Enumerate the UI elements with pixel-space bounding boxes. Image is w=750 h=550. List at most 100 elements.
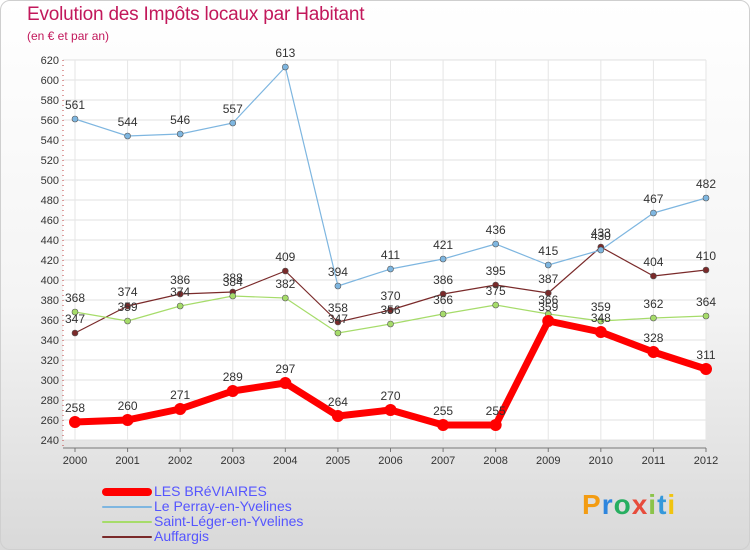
data-point bbox=[650, 314, 657, 322]
data-label: 387 bbox=[538, 272, 558, 286]
data-point bbox=[387, 320, 394, 328]
data-label: 415 bbox=[538, 244, 558, 258]
y-tick-label: 240 bbox=[41, 435, 59, 447]
data-point bbox=[439, 310, 447, 318]
x-tick-label: 2003 bbox=[221, 455, 245, 467]
data-label: 348 bbox=[591, 311, 611, 325]
data-label: 374 bbox=[170, 285, 190, 299]
data-label: 561 bbox=[65, 98, 85, 112]
data-point bbox=[334, 282, 342, 290]
data-point bbox=[384, 404, 397, 416]
chart-subtitle: (en € et par an) bbox=[27, 29, 110, 43]
data-label: 546 bbox=[170, 113, 190, 127]
y-tick-label: 460 bbox=[41, 215, 59, 227]
data-label: 264 bbox=[328, 395, 348, 409]
y-tick-label: 400 bbox=[41, 275, 59, 287]
data-label: 370 bbox=[380, 289, 400, 303]
data-point bbox=[594, 326, 607, 338]
data-label: 386 bbox=[433, 273, 453, 287]
data-point bbox=[174, 403, 187, 415]
legend-swatch bbox=[102, 488, 152, 496]
data-label: 557 bbox=[223, 102, 243, 116]
data-point bbox=[334, 329, 342, 337]
y-tick-label: 280 bbox=[41, 395, 59, 407]
data-point bbox=[702, 312, 710, 320]
logo-letter: t bbox=[657, 489, 668, 520]
data-point bbox=[71, 308, 79, 316]
data-point bbox=[279, 377, 292, 389]
data-label: 384 bbox=[223, 275, 243, 289]
legend-label: LES BRéVIAIRES bbox=[154, 483, 267, 499]
data-label: 311 bbox=[696, 348, 715, 362]
data-label: 260 bbox=[118, 399, 138, 413]
data-point bbox=[544, 261, 552, 269]
data-point bbox=[229, 119, 237, 127]
data-point bbox=[439, 290, 447, 298]
data-point bbox=[387, 265, 394, 273]
y-tick-label: 580 bbox=[41, 95, 59, 107]
legend-swatch bbox=[102, 536, 152, 538]
data-label: 395 bbox=[486, 264, 506, 278]
y-tick-label: 300 bbox=[41, 375, 59, 387]
x-tick-label: 2002 bbox=[168, 455, 192, 467]
data-label: 359 bbox=[591, 300, 611, 314]
data-point bbox=[437, 419, 450, 431]
logo-letter: x bbox=[631, 489, 649, 520]
data-label: 410 bbox=[696, 249, 716, 263]
y-tick-label: 620 bbox=[41, 55, 59, 67]
chart-title: Evolution des Impôts locaux par Habitant bbox=[27, 4, 365, 25]
x-tick-label: 2011 bbox=[642, 455, 666, 467]
data-point bbox=[124, 317, 131, 325]
y-tick-label: 440 bbox=[41, 235, 59, 247]
legend-swatch bbox=[102, 521, 152, 523]
data-point bbox=[331, 410, 344, 422]
data-point bbox=[492, 240, 499, 248]
data-label: 421 bbox=[433, 238, 453, 252]
data-point bbox=[542, 315, 555, 327]
data-point bbox=[647, 346, 660, 358]
y-tick-label: 500 bbox=[41, 175, 59, 187]
data-label: 359 bbox=[538, 300, 558, 314]
data-point bbox=[492, 281, 499, 289]
data-label: 358 bbox=[328, 301, 348, 315]
data-label: 366 bbox=[538, 293, 558, 307]
x-tick-label: 2008 bbox=[483, 455, 507, 467]
data-point bbox=[176, 302, 184, 310]
data-label: 271 bbox=[170, 388, 190, 402]
y-tick-label: 360 bbox=[41, 315, 59, 327]
data-point bbox=[597, 317, 605, 325]
data-label: 364 bbox=[696, 295, 716, 309]
y-tick-label: 260 bbox=[41, 415, 59, 427]
x-tick-label: 2012 bbox=[694, 455, 718, 467]
logo-letter: i bbox=[667, 489, 677, 520]
data-point bbox=[387, 306, 394, 314]
legend-label: Le Perray-en-Yvelines bbox=[154, 498, 292, 514]
x-tick-label: 2006 bbox=[378, 455, 402, 467]
legend-label: Auffargis bbox=[154, 528, 209, 544]
y-tick-label: 420 bbox=[41, 255, 59, 267]
x-tick-label: 2000 bbox=[63, 455, 87, 467]
data-label: 255 bbox=[486, 404, 506, 418]
data-label: 430 bbox=[591, 229, 611, 243]
data-label: 362 bbox=[643, 297, 663, 311]
data-point bbox=[544, 289, 552, 297]
data-label: 613 bbox=[275, 46, 295, 60]
data-point bbox=[439, 255, 447, 263]
x-tick-label: 2010 bbox=[589, 455, 613, 467]
proxiti-logo: Proxiti bbox=[582, 489, 676, 521]
data-point bbox=[71, 329, 79, 337]
data-label: 368 bbox=[65, 291, 85, 305]
y-tick-label: 520 bbox=[41, 155, 59, 167]
data-label: 328 bbox=[643, 331, 663, 345]
legend-swatch bbox=[102, 506, 152, 508]
data-label: 356 bbox=[380, 303, 400, 317]
logo-letter: i bbox=[648, 489, 658, 520]
data-label: 359 bbox=[118, 300, 138, 314]
data-label: 409 bbox=[275, 250, 295, 264]
data-label: 366 bbox=[433, 293, 453, 307]
data-point bbox=[282, 63, 289, 71]
data-point bbox=[121, 414, 134, 426]
data-point bbox=[489, 419, 502, 431]
data-point bbox=[334, 318, 342, 326]
data-label: 374 bbox=[118, 285, 138, 299]
